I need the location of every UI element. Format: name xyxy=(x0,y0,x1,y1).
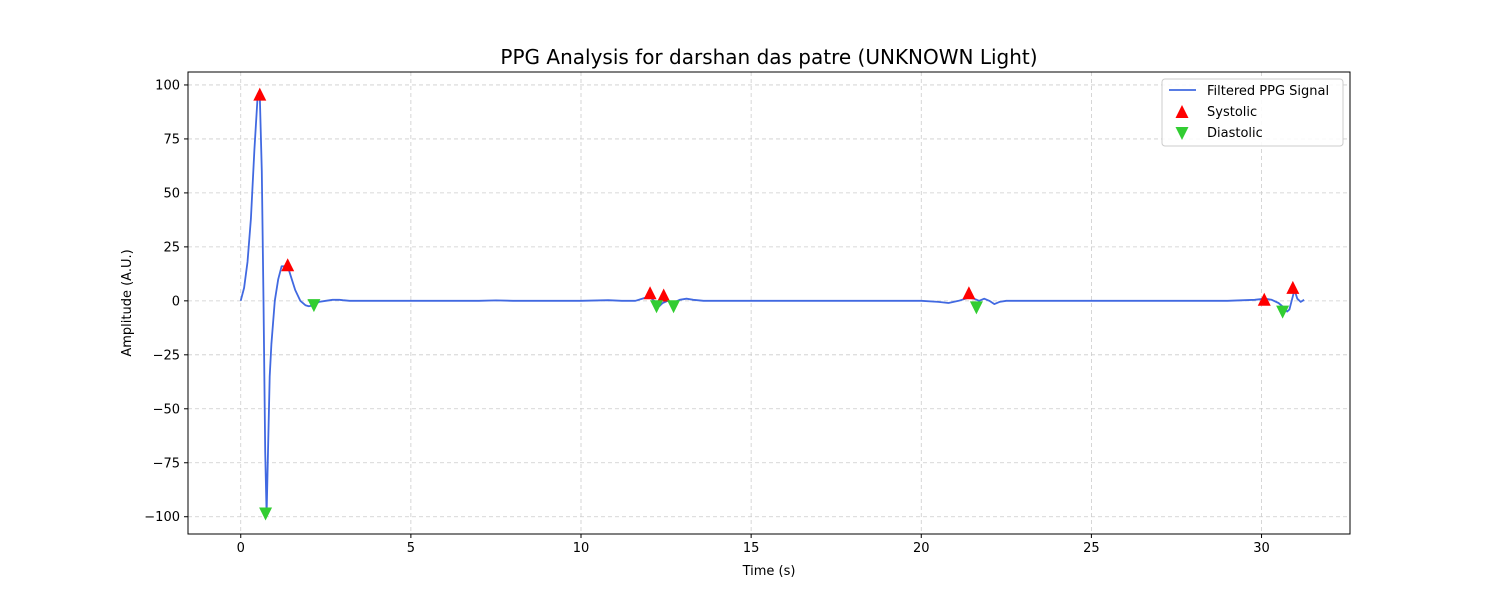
y-tick-label: 25 xyxy=(163,240,180,255)
x-tick-label: 30 xyxy=(1253,541,1270,556)
y-tick-label: −25 xyxy=(153,348,180,363)
systolic-point xyxy=(657,288,671,302)
diastolic-point xyxy=(650,300,664,314)
y-tick-label: 0 xyxy=(172,294,180,309)
systolic-point xyxy=(1286,280,1300,294)
diastolic-point xyxy=(667,300,681,314)
systolic-point xyxy=(253,87,267,101)
systolic-point xyxy=(1257,292,1271,306)
y-tick-label: −100 xyxy=(144,510,180,525)
legend-box xyxy=(1161,78,1344,147)
legend-systolic-marker xyxy=(1175,105,1189,118)
y-tick-label: 75 xyxy=(163,132,180,147)
x-tick-label: 20 xyxy=(913,541,930,556)
x-tick-label: 5 xyxy=(407,541,415,556)
y-tick-label: 100 xyxy=(155,78,180,93)
systolic-point xyxy=(962,286,976,300)
diastolic-point xyxy=(307,299,321,313)
x-tick-label: 15 xyxy=(743,541,760,556)
legend-signal-label: Filtered PPG Signal xyxy=(1207,84,1329,99)
systolic-point xyxy=(281,258,295,272)
x-axis: 0 5 10 15 20 25 30 xyxy=(237,534,1270,556)
systolic-point xyxy=(643,286,657,300)
diastolic-point xyxy=(1276,305,1290,319)
signal-line xyxy=(239,92,1305,516)
chart-title: PPG Analysis for darshan das patre (UNKN… xyxy=(500,45,1037,69)
legend-diastolic-marker xyxy=(1175,127,1189,140)
y-tick-label: −75 xyxy=(153,456,180,471)
y-axis-label: Amplitude (A.U.) xyxy=(120,249,135,356)
diastolic-point xyxy=(259,507,273,521)
x-tick-label: 25 xyxy=(1083,541,1100,556)
plot-area xyxy=(239,87,1305,521)
plot-frame xyxy=(187,71,1351,535)
y-tick-label: −50 xyxy=(153,402,180,417)
legend-systolic-label: Systolic xyxy=(1207,105,1257,120)
x-tick-label: 10 xyxy=(573,541,590,556)
x-tick-label: 0 xyxy=(237,541,245,556)
y-axis: 100 75 50 25 0 −25 −50 −75 −100 xyxy=(144,78,188,525)
y-tick-label: 50 xyxy=(163,186,180,201)
x-axis-label: Time (s) xyxy=(742,564,796,579)
legend: Filtered PPG Signal Systolic Diastolic xyxy=(1161,78,1344,147)
legend-diastolic-label: Diastolic xyxy=(1207,126,1263,141)
diastolic-point xyxy=(969,301,983,315)
